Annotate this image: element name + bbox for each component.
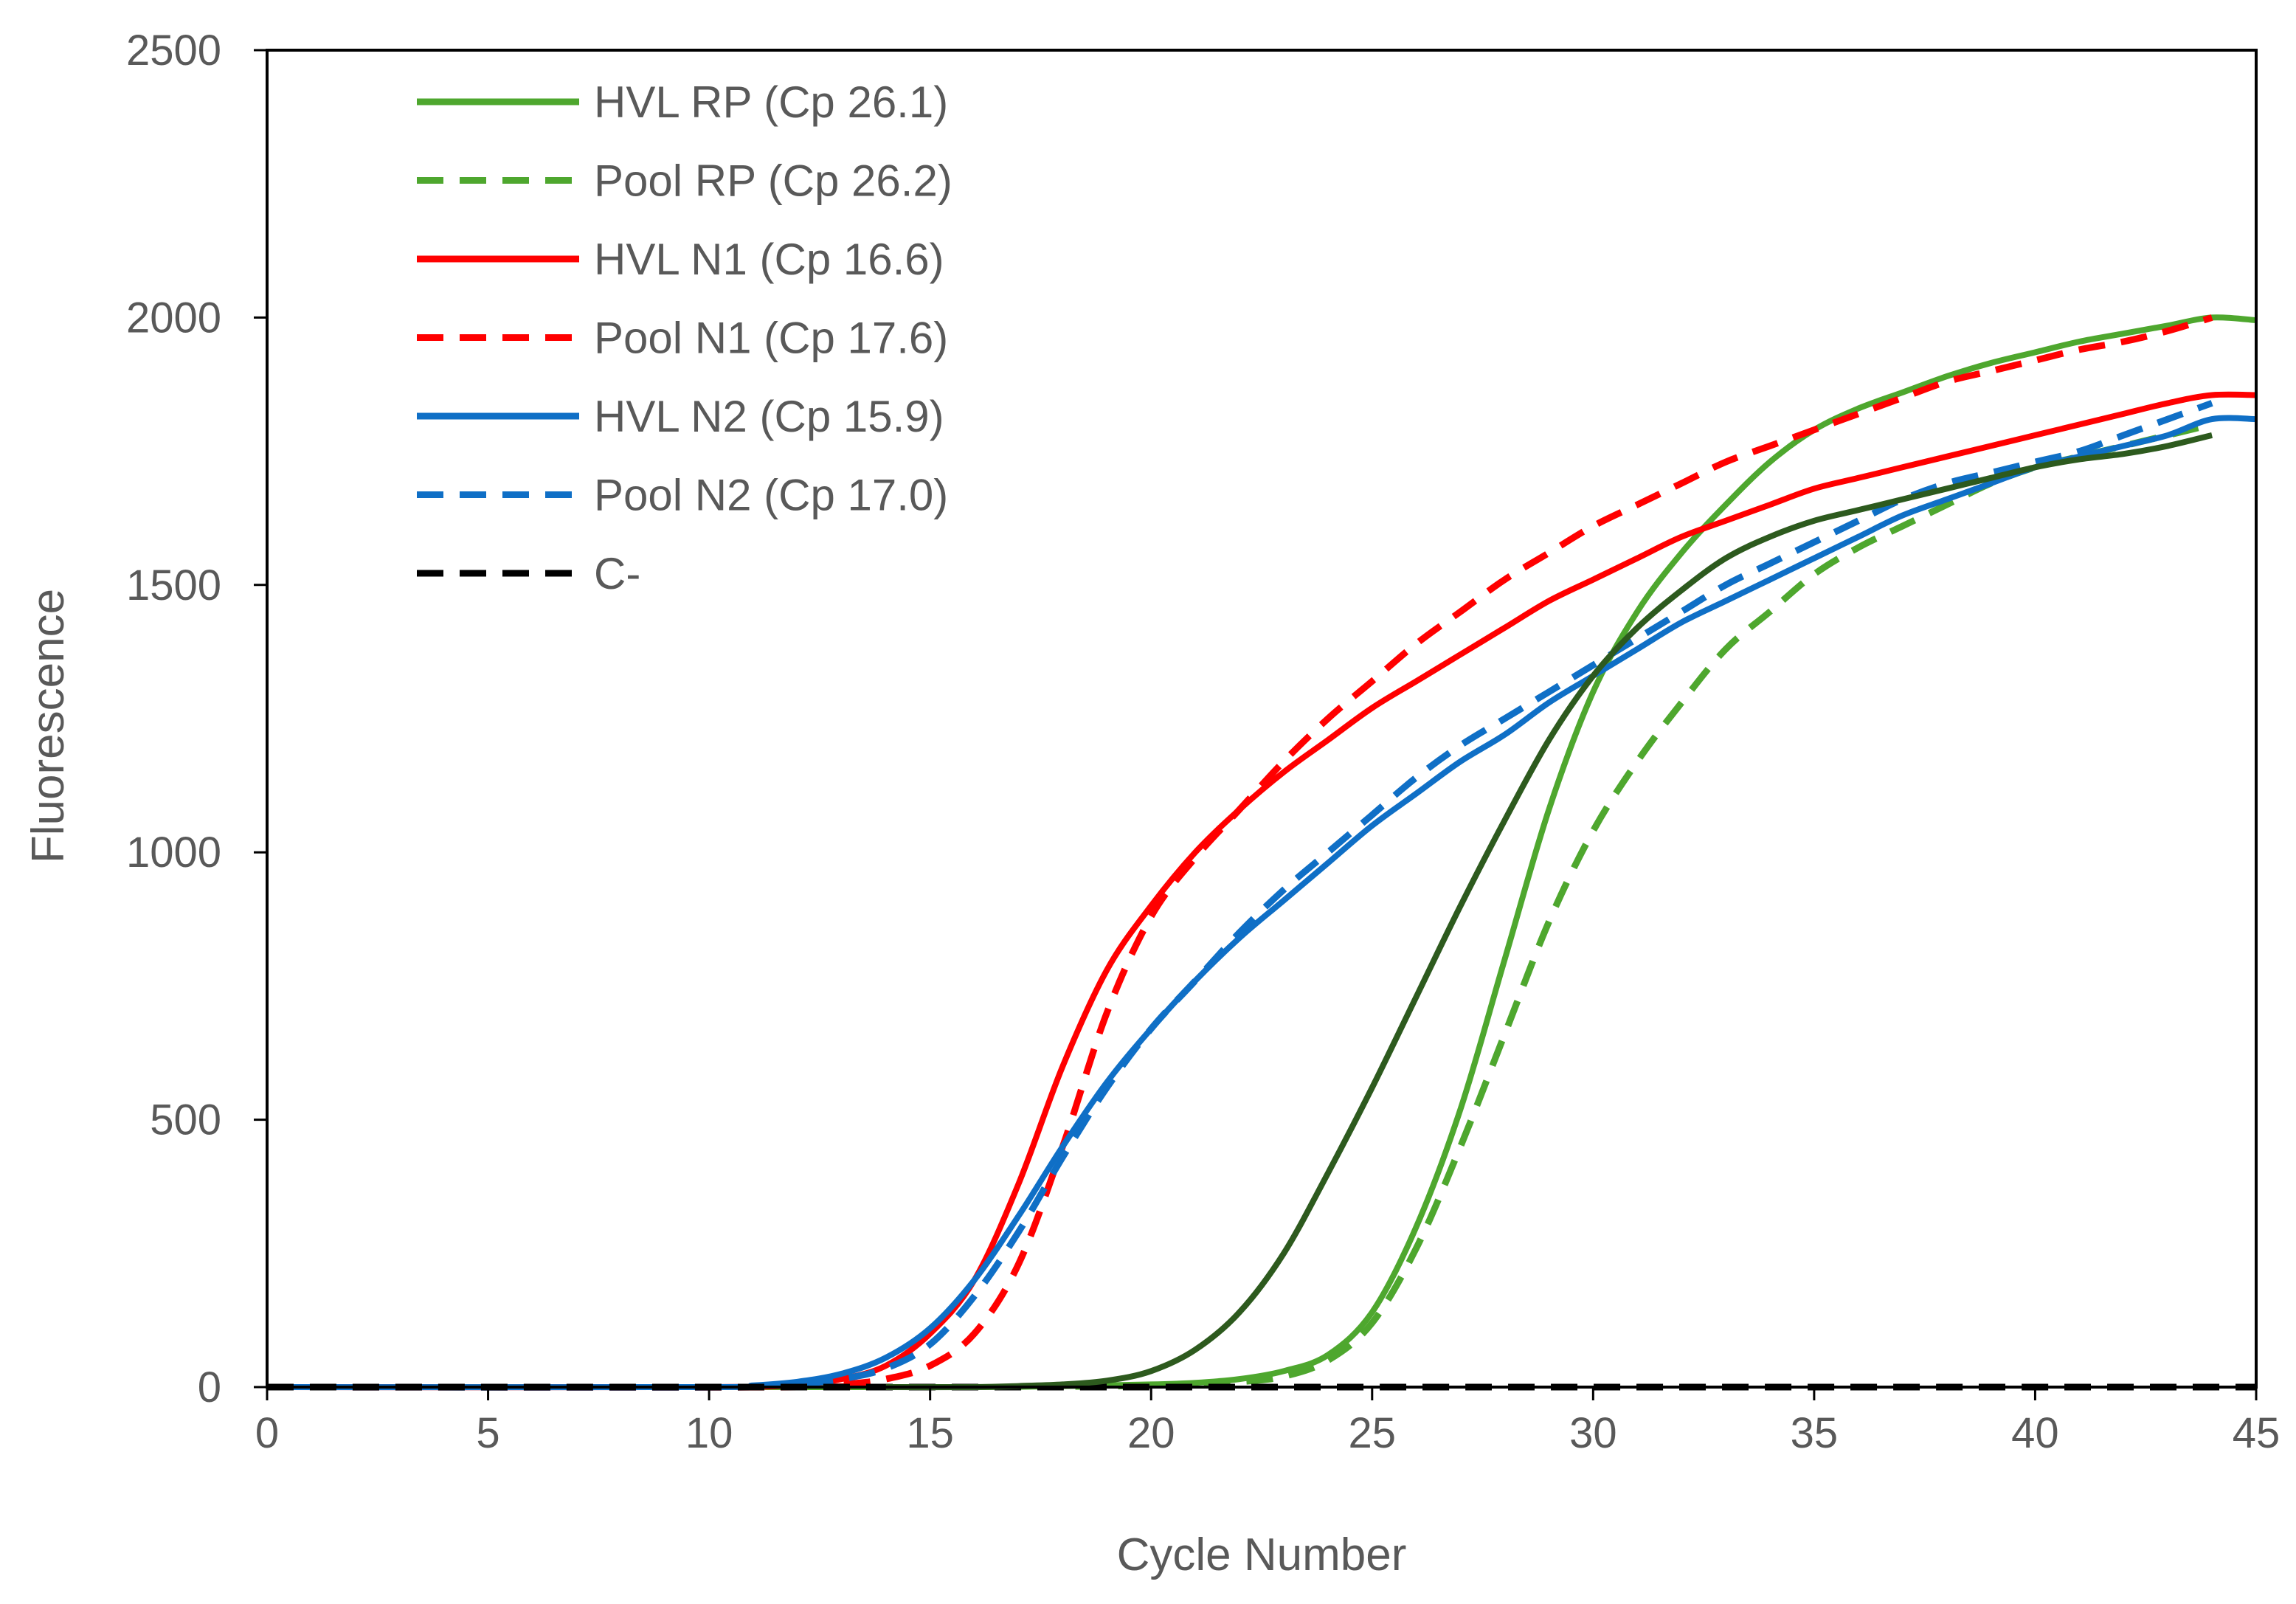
y-tick-label: 2000 — [126, 294, 221, 342]
legend-label-pool-rp-cp-26-2: Pool RP (Cp 26.2) — [594, 156, 952, 206]
y-tick-label: 500 — [150, 1096, 221, 1144]
series-line-unlabeled-dark-green — [885, 432, 2213, 1391]
series-line-hvl-n1-cp-16-6 — [266, 391, 2257, 1391]
legend: HVL RP (Cp 26.1) Pool RP (Cp 26.2) HVL N1 … — [417, 77, 952, 598]
x-tick-label: 0 — [255, 1409, 279, 1457]
legend-label-pool-n2-cp-17-0: Pool N2 (Cp 17.0) — [594, 471, 948, 520]
legend-label-hvl-n2-cp-15-9: HVL N2 (Cp 15.9) — [594, 392, 944, 441]
legend-label-hvl-n1-cp-16-6: HVL N1 (Cp 16.6) — [594, 235, 944, 284]
y-axis-title: Fluorescence — [23, 589, 74, 863]
legend-label-hvl-rp-cp-26-1: HVL RP (Cp 26.1) — [594, 77, 948, 127]
series-line-hvl-n2-cp-15-9 — [266, 415, 2257, 1391]
x-tick-label: 20 — [1127, 1409, 1175, 1457]
x-tick-label: 40 — [2011, 1409, 2059, 1457]
y-tick-label: 0 — [198, 1363, 221, 1411]
y-tick-label: 1000 — [126, 829, 221, 877]
x-tick-label: 25 — [1349, 1409, 1397, 1457]
x-tick-label: 35 — [1791, 1409, 1839, 1457]
x-tick-label: 30 — [1569, 1409, 1617, 1457]
axis-ticks: 0 5 10 15 20 25 30 35 40 45 0 500 1000 1500 2000 2500 — [126, 27, 2280, 1457]
x-tick-label: 45 — [2233, 1409, 2281, 1457]
x-tick-label: 15 — [906, 1409, 954, 1457]
series-line-pool-n1-cp-17-6 — [266, 314, 2213, 1391]
legend-label-c: C- — [594, 549, 640, 598]
x-tick-label: 5 — [476, 1409, 499, 1457]
x-axis-title: Cycle Number — [1117, 1529, 1407, 1580]
y-tick-label: 2500 — [126, 27, 221, 75]
plot-frame — [266, 49, 2258, 1389]
x-tick-label: 10 — [685, 1409, 733, 1457]
legend-label-pool-n1-cp-17-6: Pool N1 (Cp 17.6) — [594, 314, 948, 363]
y-tick-label: 1500 — [126, 561, 221, 609]
